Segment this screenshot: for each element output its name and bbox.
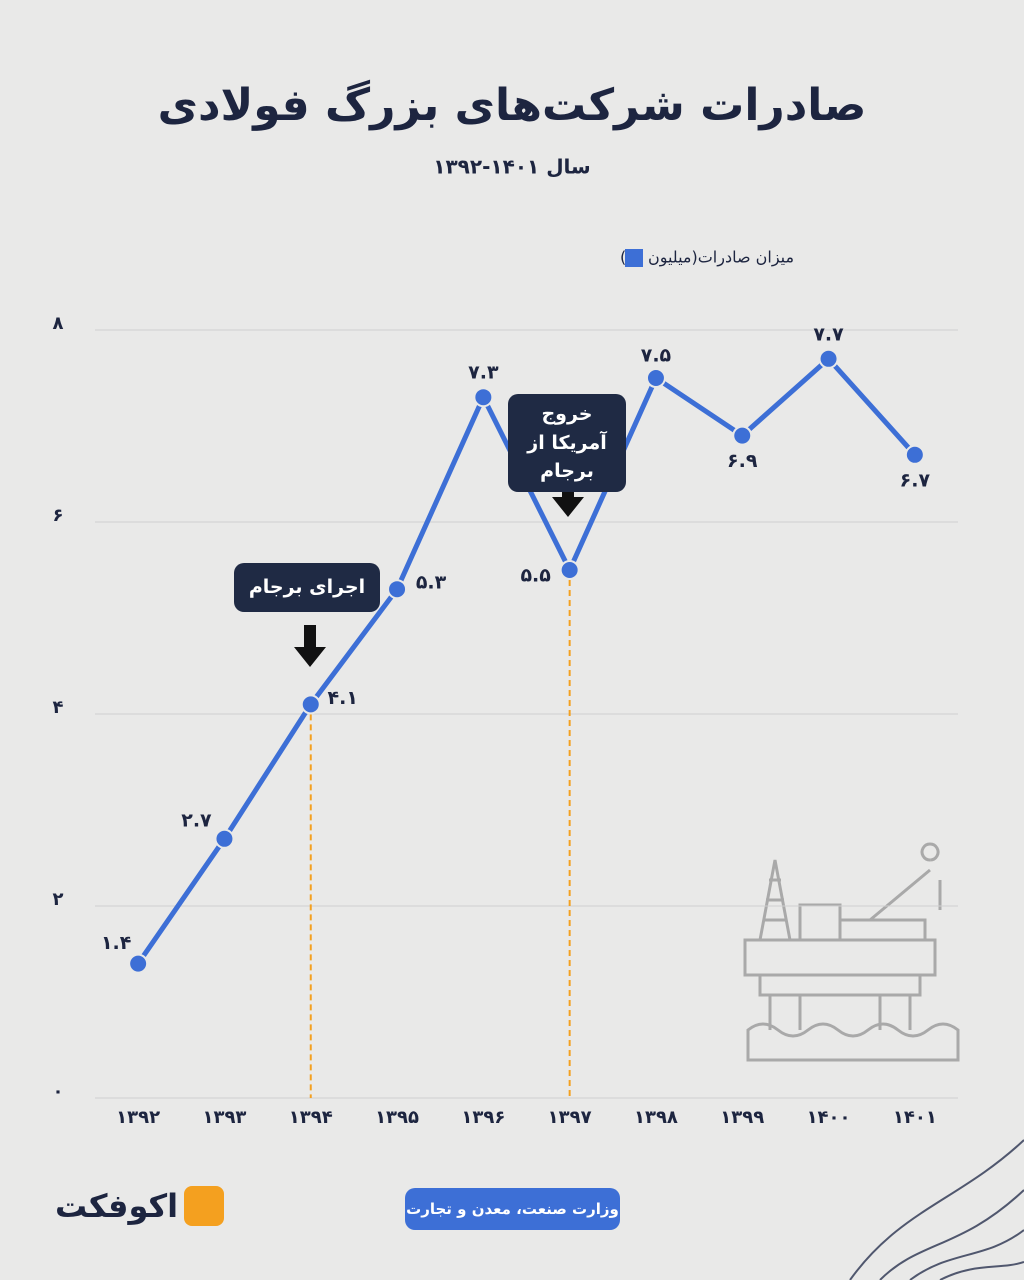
annotation: خروج آمریکا از برجام — [508, 394, 626, 492]
brand-icon — [184, 1186, 225, 1226]
value-label: ۷.۷ — [813, 323, 844, 345]
point — [214, 828, 235, 849]
x-tick-label: ۱۳۹۸ — [634, 1107, 678, 1128]
value-label: ۶.۹ — [727, 450, 758, 472]
x-tick-label: ۱۴۰۱ — [893, 1107, 937, 1128]
brand: اکوفکت — [55, 1186, 225, 1226]
arrow — [294, 625, 326, 667]
y-tick-label: ۴ — [53, 697, 64, 718]
point — [645, 368, 666, 388]
chart-title: صادرات شرکت‌های بزرگ فولادی — [158, 80, 867, 131]
x-tick-label: ۱۳۹۳ — [202, 1107, 246, 1128]
point — [300, 694, 321, 715]
legend-swatch — [625, 249, 643, 267]
source-badge: وزارت صنعت، معدن و تجارت — [405, 1188, 620, 1230]
value-label: ۲.۷ — [181, 809, 212, 831]
point — [128, 953, 149, 974]
point — [387, 579, 408, 600]
point — [473, 387, 494, 408]
y-tick-label: ۰ — [53, 1081, 64, 1102]
point — [904, 444, 925, 465]
value-label: ۴.۱ — [328, 687, 358, 709]
value-label: ۵.۵ — [520, 565, 551, 587]
point — [818, 348, 839, 369]
y-tick-label: ۸ — [53, 313, 64, 334]
decor-waves — [849, 1139, 1024, 1280]
point — [732, 425, 753, 446]
x-tick-label: ۱۳۹۵ — [375, 1107, 419, 1128]
annotation: اجرای برجام — [234, 563, 380, 612]
x-tick-label: ۱۳۹۲ — [116, 1107, 160, 1128]
value-label: ۷.۳ — [468, 362, 499, 384]
x-tick-label: ۱۳۹۷ — [548, 1107, 592, 1128]
brand-name: اکوفکت — [55, 1187, 179, 1225]
x-tick-label: ۱۴۰۰ — [807, 1107, 851, 1128]
y-tick-label: ۶ — [53, 505, 64, 526]
point — [559, 560, 580, 580]
x-tick-label: ۱۳۹۶ — [461, 1107, 505, 1128]
value-label: ۵.۳ — [416, 572, 447, 594]
legend-label: میزان صادرات(میلیون تن) — [620, 248, 794, 268]
value-label: ۶.۷ — [900, 469, 931, 491]
arrow — [552, 475, 584, 517]
x-tick-label: ۱۳۹۹ — [720, 1107, 764, 1128]
value-label: ۱.۴ — [101, 932, 131, 954]
y-tick-label: ۲ — [53, 889, 64, 910]
platform-icon — [743, 842, 960, 1062]
chart-subtitle: سال ۱۴۰۱-۱۳۹۲ — [433, 155, 590, 179]
value-label: ۷.۵ — [641, 345, 672, 367]
x-tick-label: ۱۳۹۴ — [289, 1107, 333, 1128]
